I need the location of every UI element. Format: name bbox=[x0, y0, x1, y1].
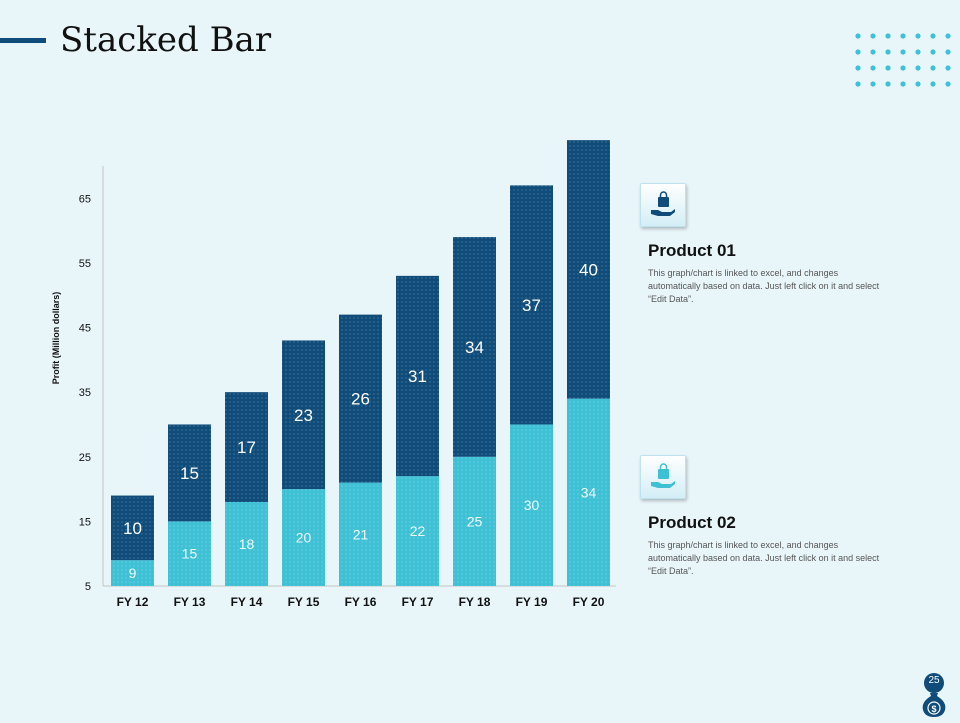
data-label-product-02: 25 bbox=[467, 513, 483, 529]
decor-dot bbox=[885, 33, 891, 39]
data-label-product-02: 20 bbox=[296, 530, 312, 546]
data-label-product-01: 10 bbox=[123, 519, 142, 538]
bar-texture bbox=[567, 398, 610, 586]
y-tick-label: 55 bbox=[79, 258, 91, 270]
data-label-product-02: 9 bbox=[129, 565, 137, 581]
decor-dot bbox=[945, 81, 951, 87]
legend-product-01: Product 01 This graph/chart is linked to… bbox=[640, 183, 890, 306]
decor-dot bbox=[885, 81, 891, 87]
page-number: 25 bbox=[928, 675, 940, 686]
y-tick-label: 45 bbox=[79, 323, 91, 335]
legend-product-02: Product 02 This graph/chart is linked to… bbox=[640, 455, 890, 578]
bar-texture bbox=[567, 140, 610, 399]
data-label-product-01: 34 bbox=[465, 338, 484, 357]
data-label-product-02: 18 bbox=[239, 536, 255, 552]
decor-dot bbox=[870, 49, 876, 55]
decor-dot bbox=[885, 49, 891, 55]
decor-dot bbox=[870, 33, 876, 39]
x-tick-label: FY 15 bbox=[288, 595, 320, 609]
decor-dot bbox=[900, 65, 906, 71]
decor-dot bbox=[930, 81, 936, 87]
hand-shopping-bag-icon bbox=[640, 183, 686, 227]
decor-dot bbox=[930, 65, 936, 71]
decor-dot bbox=[900, 49, 906, 55]
bar-texture bbox=[453, 237, 496, 457]
y-tick-label: 65 bbox=[79, 193, 91, 205]
decor-dot bbox=[915, 49, 921, 55]
data-label-product-01: 31 bbox=[408, 367, 427, 386]
legend-description: This graph/chart is linked to excel, and… bbox=[648, 540, 880, 576]
decor-dot bbox=[855, 49, 861, 55]
decor-dot bbox=[855, 81, 861, 87]
x-tick-label: FY 13 bbox=[174, 595, 206, 609]
bar-texture bbox=[225, 502, 268, 586]
x-tick-label: FY 19 bbox=[516, 595, 548, 609]
bar-texture bbox=[453, 456, 496, 586]
legend-description: This graph/chart is linked to excel, and… bbox=[648, 268, 880, 304]
bar-texture bbox=[282, 340, 325, 490]
x-tick-label: FY 18 bbox=[459, 595, 491, 609]
bar-texture bbox=[396, 275, 439, 477]
y-axis-label: Profit (Million dollars) bbox=[51, 292, 61, 385]
bar-texture bbox=[339, 482, 382, 586]
decor-dot bbox=[870, 65, 876, 71]
page-number-badge: $ 25 bbox=[916, 672, 952, 718]
x-tick-label: FY 17 bbox=[402, 595, 434, 609]
bar-texture bbox=[339, 314, 382, 483]
data-label-product-02: 34 bbox=[581, 484, 597, 500]
decor-dot bbox=[915, 65, 921, 71]
decor-dot bbox=[855, 65, 861, 71]
legend-title: Product 02 bbox=[648, 513, 736, 532]
data-label-product-01: 37 bbox=[522, 296, 541, 315]
y-tick-label: 35 bbox=[79, 387, 91, 399]
bar-texture bbox=[510, 185, 553, 425]
y-tick-label: 15 bbox=[79, 516, 91, 528]
decorative-dots bbox=[855, 33, 951, 87]
data-label-product-01: 15 bbox=[180, 464, 199, 483]
bar-texture bbox=[396, 476, 439, 586]
data-label-product-02: 15 bbox=[182, 546, 198, 562]
data-label-product-01: 23 bbox=[294, 406, 313, 425]
x-tick-label: FY 14 bbox=[231, 595, 263, 609]
decor-dot bbox=[855, 33, 861, 39]
y-tick-label: 5 bbox=[85, 581, 91, 593]
stacked-bar-chart: 9 10 15 15 18 17 20 23 21 26 22 31 25 34 30 37 34 40 5 15 2… bbox=[51, 140, 616, 609]
data-label-product-01: 40 bbox=[579, 260, 598, 279]
y-tick-label: 25 bbox=[79, 452, 91, 464]
bar-texture bbox=[225, 392, 268, 502]
decor-dot bbox=[930, 49, 936, 55]
data-label-product-02: 30 bbox=[524, 497, 540, 513]
legend-title: Product 01 bbox=[648, 241, 736, 260]
money-bag-icon: $ bbox=[922, 673, 946, 717]
bar-texture bbox=[111, 560, 154, 586]
title-accent-bar bbox=[0, 38, 46, 43]
bar-texture bbox=[168, 521, 211, 586]
hand-shopping-bag-icon bbox=[640, 455, 686, 499]
bar-texture bbox=[282, 489, 325, 586]
page-title: Stacked Bar bbox=[60, 20, 272, 60]
decor-dot bbox=[915, 81, 921, 87]
data-label-product-02: 22 bbox=[410, 523, 426, 539]
decor-dot bbox=[945, 65, 951, 71]
bar-texture bbox=[111, 495, 154, 561]
decor-dot bbox=[945, 49, 951, 55]
x-tick-label: FY 20 bbox=[573, 595, 605, 609]
x-tick-label: FY 12 bbox=[117, 595, 149, 609]
bar-texture bbox=[168, 424, 211, 522]
decor-dot bbox=[930, 33, 936, 39]
x-tick-label: FY 16 bbox=[345, 595, 377, 609]
data-label-product-01: 26 bbox=[351, 390, 370, 409]
data-label-product-02: 21 bbox=[353, 526, 369, 542]
decor-dot bbox=[885, 65, 891, 71]
decor-dot bbox=[870, 81, 876, 87]
data-label-product-01: 17 bbox=[237, 438, 256, 457]
decor-dot bbox=[900, 33, 906, 39]
decor-dot bbox=[900, 81, 906, 87]
decor-dot bbox=[915, 33, 921, 39]
decor-dot bbox=[945, 33, 951, 39]
svg-text:$: $ bbox=[931, 704, 936, 714]
bar-texture bbox=[510, 424, 553, 586]
